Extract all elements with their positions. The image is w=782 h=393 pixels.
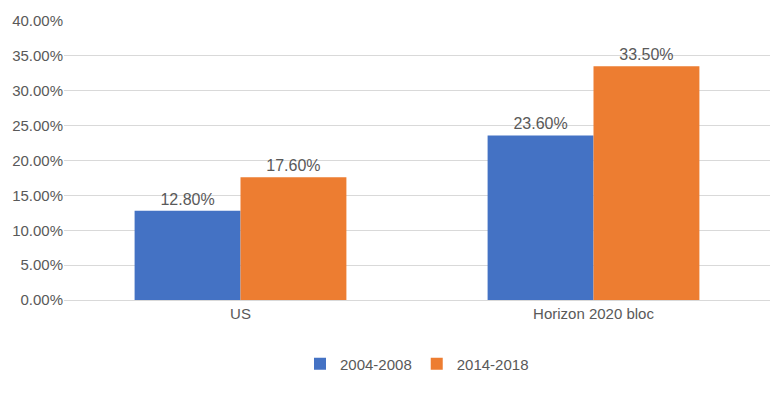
svg-text:40.00%: 40.00% [12, 12, 63, 29]
svg-text:30.00%: 30.00% [12, 82, 63, 99]
svg-text:20.00%: 20.00% [12, 152, 63, 169]
svg-text:2014-2018: 2014-2018 [457, 356, 529, 373]
svg-text:23.60%: 23.60% [513, 115, 567, 132]
svg-text:33.50%: 33.50% [619, 46, 673, 63]
svg-text:15.00%: 15.00% [12, 187, 63, 204]
svg-text:10.00%: 10.00% [12, 222, 63, 239]
svg-text:35.00%: 35.00% [12, 47, 63, 64]
svg-text:17.60%: 17.60% [266, 157, 320, 174]
svg-text:Horizon 2020 bloc: Horizon 2020 bloc [533, 305, 654, 322]
svg-text:US: US [230, 305, 251, 322]
svg-text:25.00%: 25.00% [12, 117, 63, 134]
svg-text:0.00%: 0.00% [20, 291, 63, 308]
svg-text:12.80%: 12.80% [160, 191, 214, 208]
svg-text:5.00%: 5.00% [20, 256, 63, 273]
svg-text:2004-2008: 2004-2008 [340, 356, 412, 373]
